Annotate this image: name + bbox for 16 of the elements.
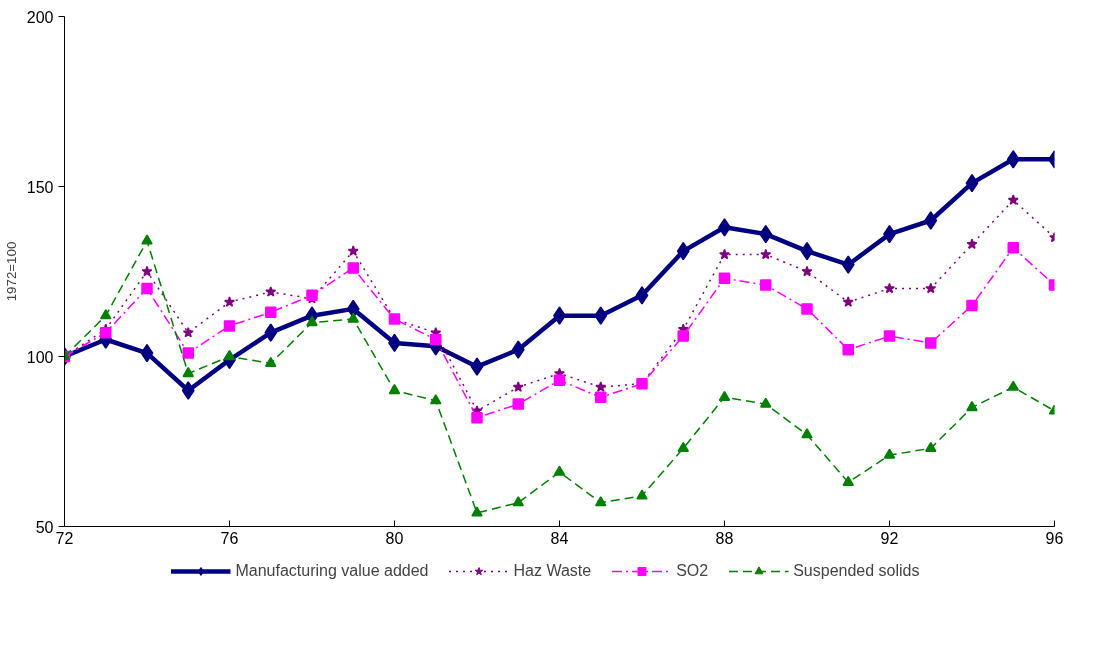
legend-label: Manufacturing value added — [235, 562, 429, 580]
x-tick-label: 96 — [1045, 529, 1064, 547]
x-tick-label: 76 — [220, 529, 239, 547]
y-tick-label: 200 — [26, 8, 54, 26]
y-tick-label: 50 — [35, 518, 54, 536]
y-tick-label: 150 — [26, 178, 54, 196]
y-tick-label: 100 — [26, 348, 54, 366]
y-axis-title: 1972=100 — [3, 241, 19, 302]
x-tick-label: 84 — [550, 529, 569, 547]
legend-label: SO2 — [676, 562, 709, 580]
legend-label: Suspended solids — [793, 562, 920, 580]
x-tick-label: 72 — [55, 529, 74, 547]
x-tick-label: 80 — [385, 529, 404, 547]
x-tick-label: 88 — [715, 529, 734, 547]
legend-label: Haz Waste — [513, 562, 592, 580]
x-tick-label: 92 — [880, 529, 899, 547]
